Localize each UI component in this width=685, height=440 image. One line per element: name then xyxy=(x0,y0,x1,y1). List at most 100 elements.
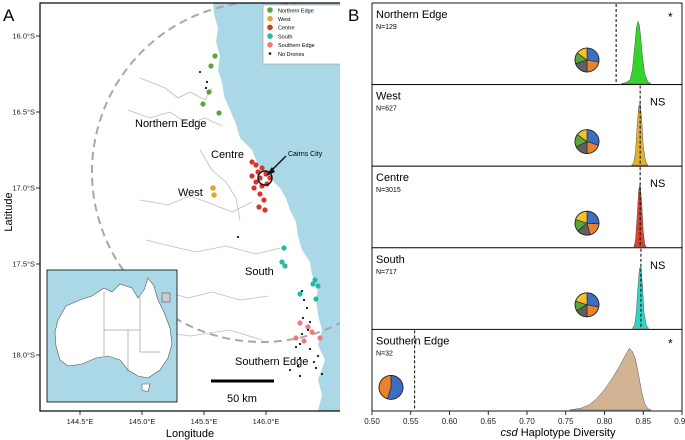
drone-point xyxy=(298,356,302,360)
distribution-area xyxy=(569,347,652,411)
map-y-tick-label: 16.0°S xyxy=(12,32,35,41)
legend-label: South xyxy=(278,34,292,40)
map-x-tick-label: 144.5°E xyxy=(67,417,94,426)
chart-x-tick-label: 0.90 xyxy=(674,417,685,426)
drone-point xyxy=(312,360,316,364)
legend-label: Northern Edge xyxy=(278,8,314,14)
map-y-tick-label: 16.5°S xyxy=(12,108,35,117)
drone-point xyxy=(279,259,285,265)
map-x-axis-label: Longitude xyxy=(166,428,214,440)
label-west: West xyxy=(178,187,203,199)
australia-inset xyxy=(46,269,178,403)
drone-point xyxy=(305,324,311,330)
panel-title: Centre xyxy=(376,172,409,184)
significance-label: NS xyxy=(650,97,665,109)
panel-frame xyxy=(371,2,683,86)
drone-point xyxy=(306,328,310,332)
drone-point xyxy=(308,347,312,351)
drone-point xyxy=(210,185,216,191)
chart-x-tick-label: 0.65 xyxy=(480,417,496,426)
haplotype-pie xyxy=(574,47,600,73)
chart-x-tick-label: 0.75 xyxy=(558,417,574,426)
drone-point xyxy=(302,298,306,302)
drone-point xyxy=(259,165,265,171)
cairns-city-marker xyxy=(257,170,273,186)
chart-x-tick-label: 0.85 xyxy=(635,417,651,426)
map-x-tick-label: 145.0°E xyxy=(129,417,156,426)
drone-point xyxy=(301,316,305,320)
significance-label: * xyxy=(668,336,673,350)
drone-point xyxy=(315,283,321,289)
map-y-tick-label: 18.0°S xyxy=(12,351,35,360)
legend-label: Southern Edge xyxy=(278,43,315,49)
legend-label: No Drones xyxy=(278,52,305,58)
drone-point xyxy=(206,89,212,95)
drone-point xyxy=(308,320,312,324)
drone-point xyxy=(251,185,257,191)
map-figure: Northern Edge West Centre South Southern Edg… xyxy=(3,2,340,440)
legend-marker xyxy=(267,7,273,13)
drone-point xyxy=(320,372,324,376)
chart-x-axis-label: csd Haplotype Diversity xyxy=(501,427,616,439)
chart-x-tick-label: 0.50 xyxy=(364,417,380,426)
coral-sea xyxy=(213,3,340,411)
pie-outline xyxy=(574,129,600,155)
drone-point xyxy=(310,281,316,287)
drone-point xyxy=(204,86,208,90)
distribution-area xyxy=(631,102,649,166)
map-x-tick-label: 145.5°E xyxy=(191,417,218,426)
drone-point xyxy=(200,101,206,107)
drone-point xyxy=(262,207,268,213)
drone-point xyxy=(298,374,302,378)
drone-point xyxy=(296,364,300,368)
legend-marker xyxy=(267,42,273,48)
distribution-area xyxy=(621,20,652,84)
drone-point xyxy=(257,191,263,197)
drone-point xyxy=(312,277,318,283)
legend-label: Centre xyxy=(278,26,295,32)
legend-marker xyxy=(267,33,273,39)
chart-x-tick-label: 0.80 xyxy=(597,417,613,426)
chart-x-tick-label: 0.60 xyxy=(442,417,458,426)
legend-label: West xyxy=(278,17,291,23)
drone-point xyxy=(212,53,218,59)
drone-point xyxy=(314,366,318,370)
map-legend: Northern Edge West Centre South Southern Edg… xyxy=(262,4,340,65)
panel-frame xyxy=(371,247,683,330)
drone-point xyxy=(293,335,299,341)
panel-southern-edge: Southern Edge N=32 * xyxy=(371,328,683,412)
drone-point xyxy=(297,291,303,297)
haplotype-pie xyxy=(378,374,404,400)
drone-point xyxy=(253,179,259,185)
label-southern-edge: Southern Edge xyxy=(235,356,308,368)
drone-point xyxy=(305,306,309,310)
panel-northern-edge: Northern Edge N=129 * xyxy=(371,2,683,86)
scalebar-label: 50 km xyxy=(227,393,257,405)
haplotype-chart: Northern Edge N=129 * West N=627 NS Centre N=30… xyxy=(364,2,685,439)
map-y-tick-label: 17.5°S xyxy=(12,260,35,269)
drone-point xyxy=(313,296,319,302)
map-x-tick-label: 146.0°E xyxy=(253,417,280,426)
legend-marker xyxy=(267,24,273,31)
haplotype-pie xyxy=(574,210,600,236)
drone-point xyxy=(261,197,267,203)
legend-marker xyxy=(268,52,272,55)
drone-point xyxy=(236,235,240,239)
drone-point xyxy=(211,192,217,198)
pie-outline xyxy=(378,374,404,400)
label-south: South xyxy=(245,266,274,278)
drone-point xyxy=(300,332,304,336)
map-y-tick-label: 17.0°S xyxy=(12,184,35,193)
panel-label-b: B xyxy=(348,6,360,25)
arrow-head xyxy=(266,167,275,176)
drone-point xyxy=(300,289,304,293)
radius-circle xyxy=(91,3,340,343)
drone-point xyxy=(317,335,323,341)
panel-sample-size: N=717 xyxy=(376,269,397,276)
drone-point xyxy=(281,245,287,251)
inset-study-area xyxy=(161,292,171,303)
panel-west: West N=627 NS xyxy=(371,84,683,167)
drone-point xyxy=(309,329,315,335)
panel-sample-size: N=3015 xyxy=(376,187,401,194)
distribution-area xyxy=(631,266,650,329)
